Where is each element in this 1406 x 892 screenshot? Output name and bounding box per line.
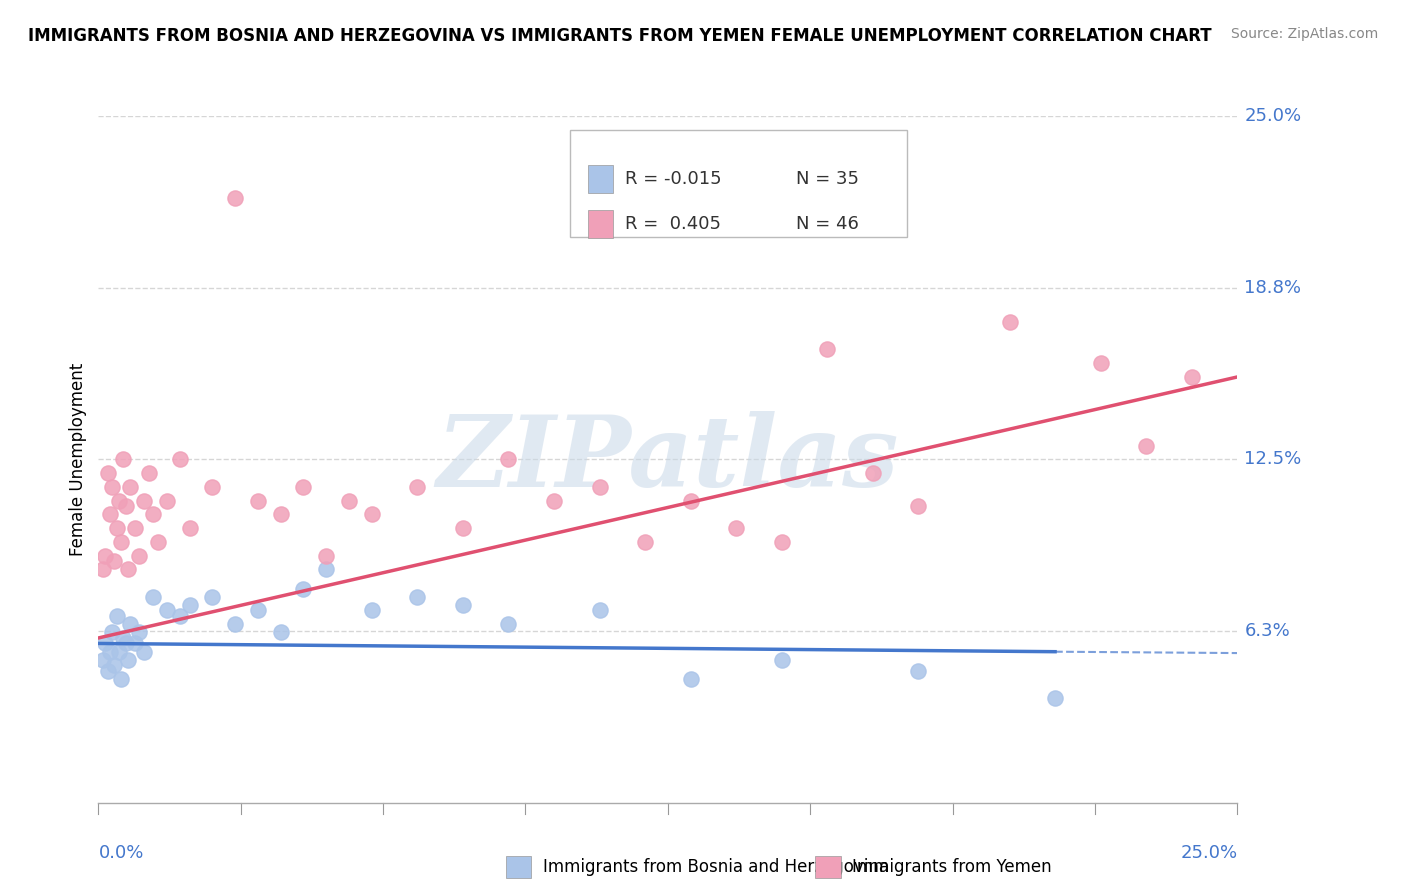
Text: N = 46: N = 46 [796, 215, 859, 233]
Point [588, 603, 610, 617]
Point [315, 549, 337, 563]
Point [112, 452, 135, 467]
Point [112, 631, 135, 645]
Point [142, 590, 165, 604]
Text: Immigrants from Bosnia and Herzegovina: Immigrants from Bosnia and Herzegovina [543, 858, 889, 876]
Point [101, 625, 124, 640]
Point [679, 672, 702, 686]
Point [451, 598, 474, 612]
Point [337, 493, 360, 508]
Point [406, 590, 429, 604]
Point [108, 645, 131, 659]
Point [120, 617, 142, 632]
Point [108, 493, 131, 508]
Point [98, 508, 121, 522]
Text: 6.3%: 6.3% [1244, 622, 1291, 640]
Point [360, 603, 382, 617]
Point [907, 664, 929, 678]
Text: 0.0%: 0.0% [98, 844, 143, 862]
Point [1043, 691, 1066, 706]
Text: Source: ZipAtlas.com: Source: ZipAtlas.com [1230, 27, 1378, 41]
Point [270, 625, 292, 640]
Text: Immigrants from Yemen: Immigrants from Yemen [852, 858, 1052, 876]
Point [862, 466, 884, 480]
Point [406, 480, 429, 494]
Point [142, 508, 165, 522]
Point [169, 452, 191, 467]
Text: 25.0%: 25.0% [1180, 844, 1237, 862]
Text: 12.5%: 12.5% [1244, 450, 1302, 468]
Point [124, 521, 146, 535]
Point [103, 554, 125, 568]
Point [451, 521, 474, 535]
Point [96, 466, 118, 480]
Point [146, 534, 169, 549]
Point [201, 480, 224, 494]
Point [360, 508, 382, 522]
Point [246, 493, 269, 508]
Point [315, 562, 337, 576]
Text: ZIPatlas: ZIPatlas [437, 411, 898, 508]
Point [815, 343, 838, 357]
Text: R =  0.405: R = 0.405 [624, 215, 720, 233]
Point [770, 653, 793, 667]
Point [201, 590, 224, 604]
Point [117, 562, 139, 576]
Point [114, 636, 136, 650]
Point [91, 653, 114, 667]
Point [179, 521, 201, 535]
Point [124, 636, 146, 650]
Text: R = -0.015: R = -0.015 [624, 170, 721, 188]
Point [128, 549, 150, 563]
Text: N = 35: N = 35 [796, 170, 859, 188]
Point [105, 609, 128, 624]
Point [679, 493, 702, 508]
Point [117, 653, 139, 667]
Point [132, 493, 155, 508]
Point [91, 562, 114, 576]
Point [725, 521, 748, 535]
Point [498, 617, 520, 632]
Point [128, 625, 150, 640]
Point [110, 672, 132, 686]
Text: 18.8%: 18.8% [1244, 278, 1302, 297]
Point [1135, 439, 1157, 453]
Point [270, 508, 292, 522]
Point [246, 603, 269, 617]
Point [292, 480, 315, 494]
Point [1181, 370, 1204, 384]
Point [138, 466, 160, 480]
Point [156, 603, 179, 617]
Point [103, 658, 125, 673]
Point [110, 534, 132, 549]
Point [1090, 356, 1112, 370]
Point [94, 636, 117, 650]
Point [98, 645, 121, 659]
Point [120, 480, 142, 494]
Point [998, 315, 1021, 329]
Y-axis label: Female Unemployment: Female Unemployment [69, 363, 87, 556]
Point [169, 609, 191, 624]
Point [634, 534, 657, 549]
Point [105, 521, 128, 535]
Point [156, 493, 179, 508]
Point [94, 549, 117, 563]
Text: IMMIGRANTS FROM BOSNIA AND HERZEGOVINA VS IMMIGRANTS FROM YEMEN FEMALE UNEMPLOYM: IMMIGRANTS FROM BOSNIA AND HERZEGOVINA V… [28, 27, 1212, 45]
Point [224, 191, 246, 205]
Point [588, 480, 610, 494]
Point [101, 480, 124, 494]
Point [907, 499, 929, 513]
Point [96, 664, 118, 678]
Point [179, 598, 201, 612]
Point [224, 617, 246, 632]
Point [132, 645, 155, 659]
Point [114, 499, 136, 513]
Text: 25.0%: 25.0% [1244, 107, 1302, 125]
Point [770, 534, 793, 549]
Point [498, 452, 520, 467]
Point [292, 582, 315, 596]
Point [543, 493, 565, 508]
